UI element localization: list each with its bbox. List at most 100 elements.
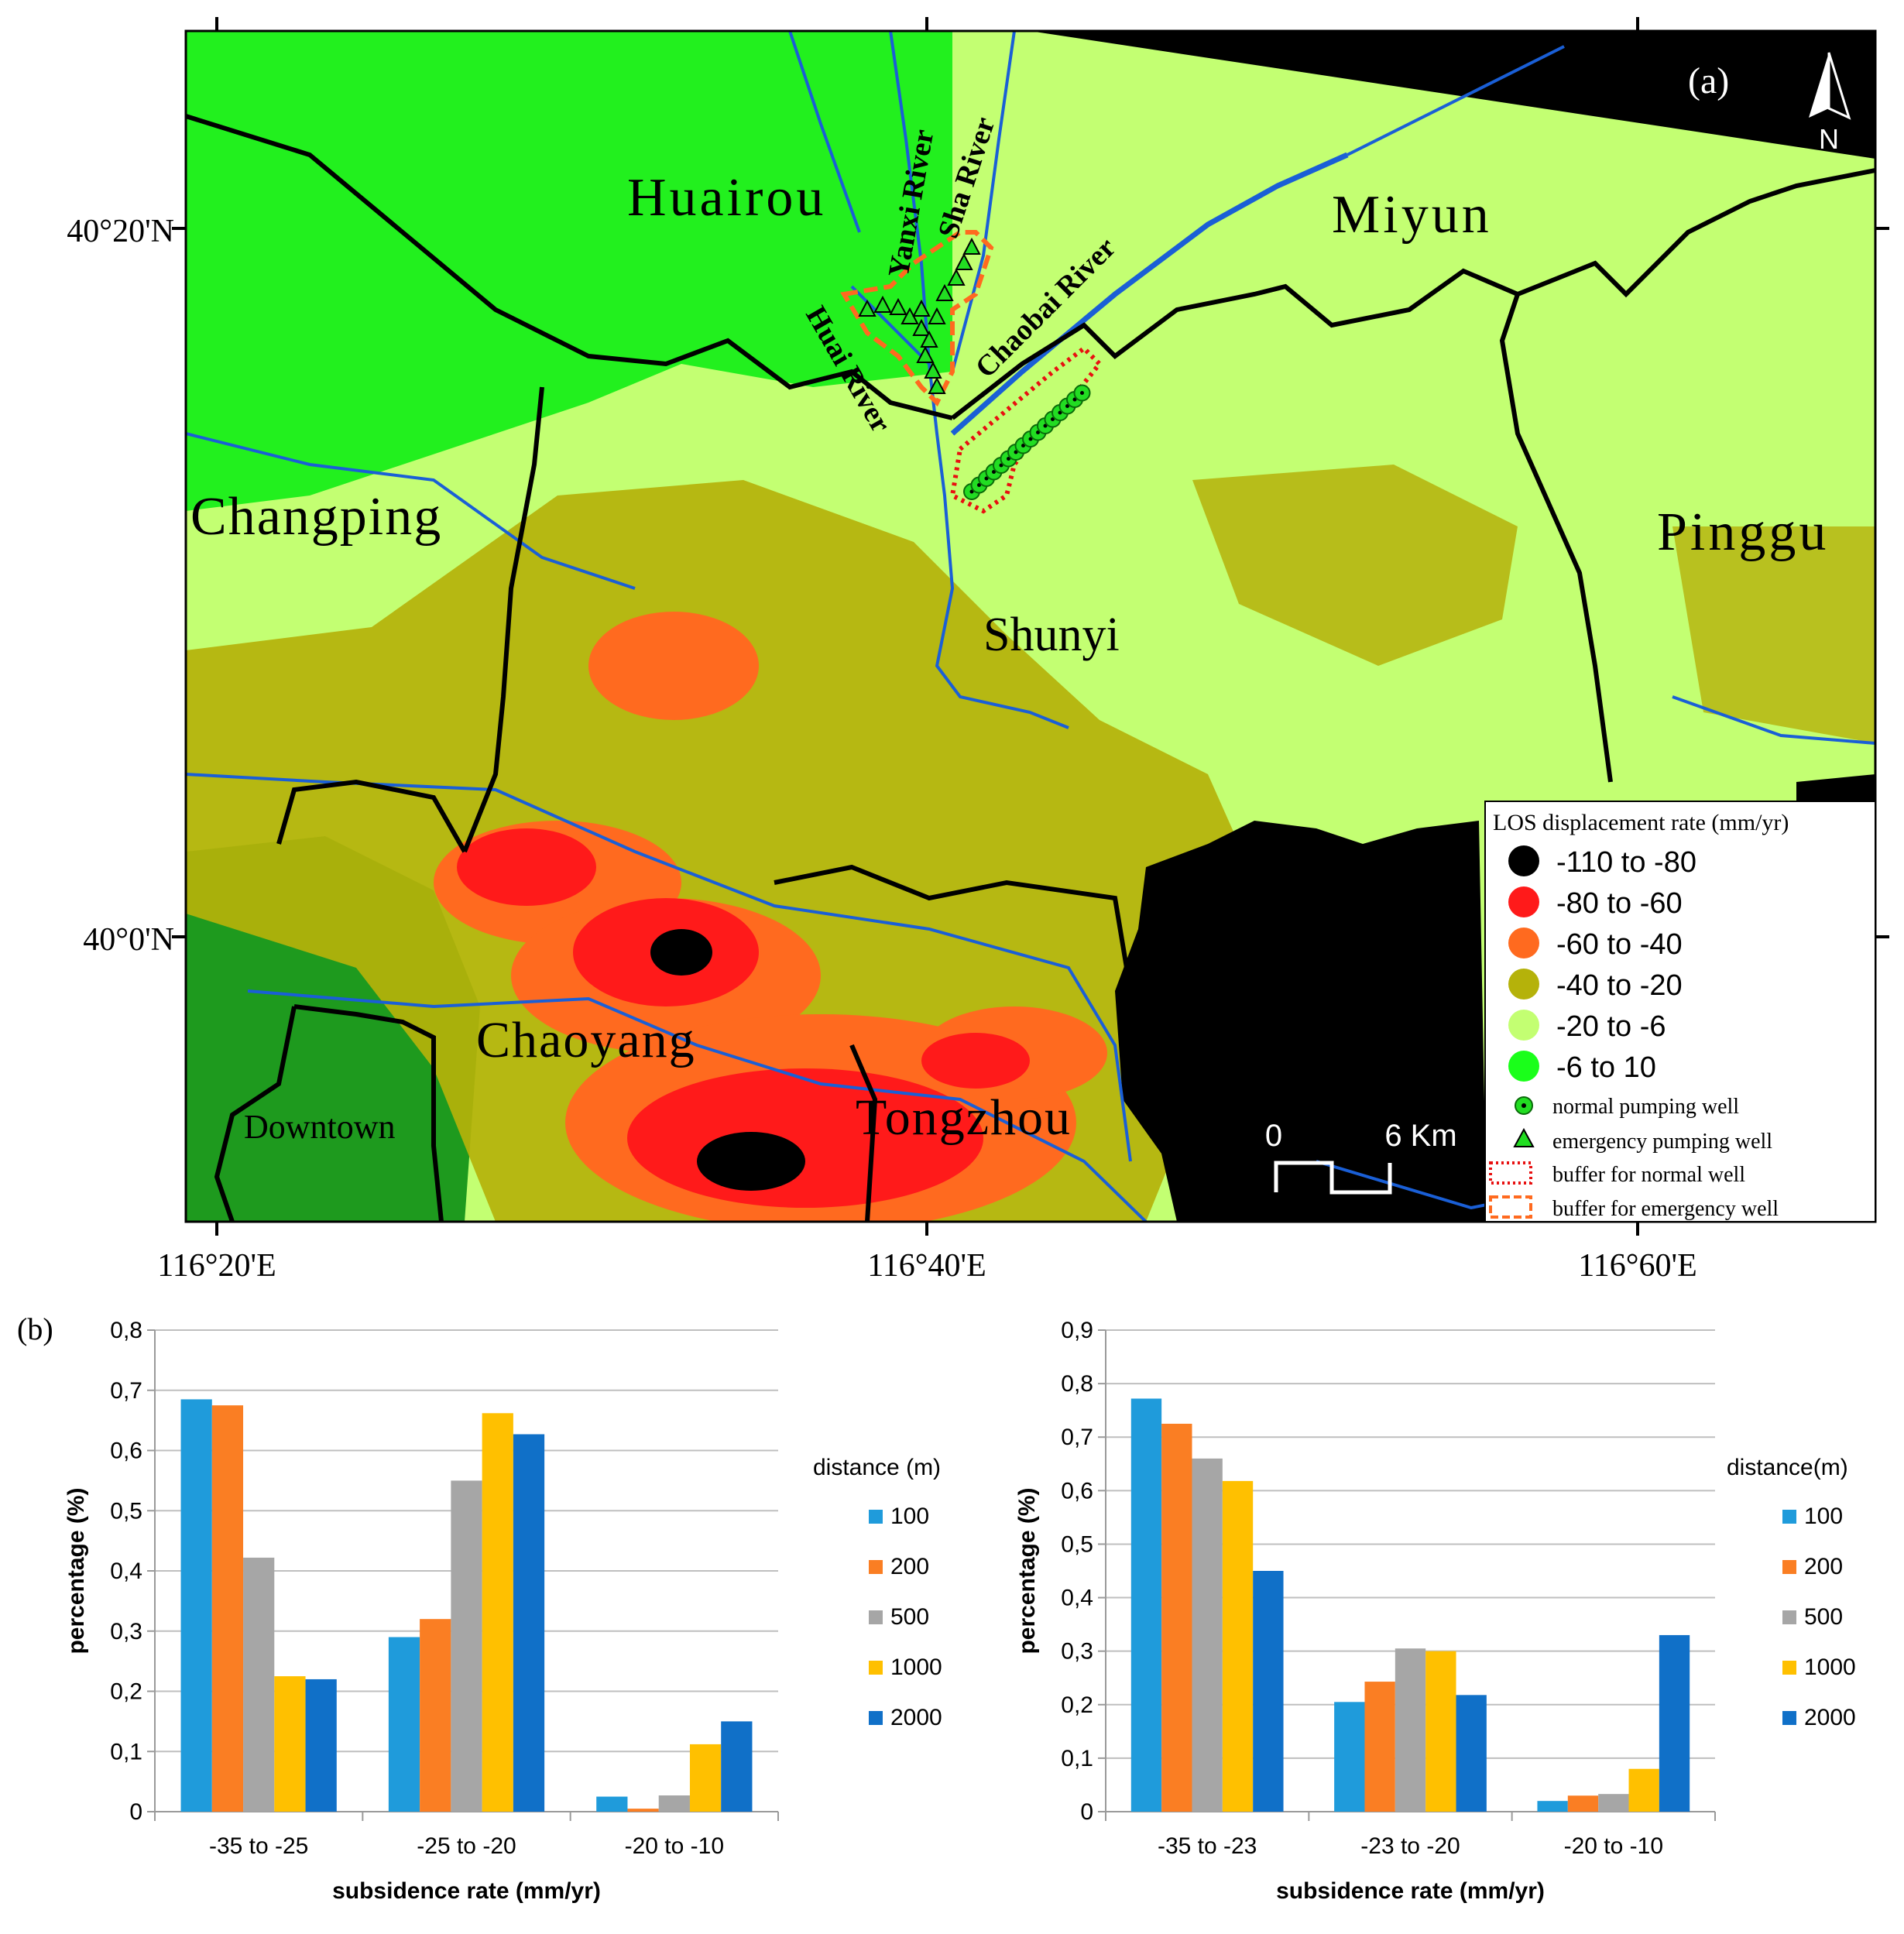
legend-class-label-3: -40 to -20: [1556, 969, 1683, 1002]
bar-200-2: [627, 1809, 659, 1812]
x-axis-label: subsidence rate (mm/yr): [1276, 1878, 1545, 1904]
legend-class-label-0: -110 to -80: [1556, 846, 1696, 879]
y-tick-label: 0,5: [1061, 1531, 1093, 1557]
bar-100-0: [180, 1399, 212, 1812]
y-tick-label: 0,1: [1061, 1746, 1093, 1771]
bar-1000-2: [1628, 1768, 1659, 1812]
river-south-2: [247, 989, 1148, 1222]
legend-swatch-500: [869, 1610, 883, 1624]
legend-symbol-normal-well: normal pumping well: [1552, 1095, 1739, 1119]
y-tick-label: 0,3: [1061, 1639, 1093, 1665]
legend-class-label-2: -60 to -40: [1556, 928, 1683, 961]
legend-symbol-normal-buffer: buffer for normal well: [1552, 1163, 1745, 1187]
zone-black-1: [650, 929, 712, 976]
bar-chart-right: 0 0,1 0,2 0,3 0,4 0,5 0,6 0,7 0,8 0,9 -35 to -23 -2…: [1014, 1318, 1856, 1904]
bar-500-1: [451, 1480, 482, 1812]
y-tick-label: 0,1: [110, 1739, 142, 1764]
boundary-tongzhou: [849, 1044, 878, 1222]
boundary-west: [276, 779, 467, 853]
y-tick-label: 0: [129, 1799, 142, 1825]
x-category-label: -35 to -25: [209, 1833, 308, 1859]
x-category-label: -20 to -10: [625, 1833, 724, 1859]
legend-swatch-4: [1508, 1010, 1539, 1041]
y-tick-label: 0: [1080, 1799, 1093, 1825]
legend-swatch-0: [1508, 845, 1539, 876]
map-ticks: [172, 17, 1889, 1236]
bar-1000-1: [1425, 1651, 1456, 1812]
map-panel: 40°20'N 40°0'N 116°20'E 116°40'E 116°60'…: [67, 17, 1889, 1284]
y-tick-label: 0,2: [110, 1679, 142, 1705]
legend-title: LOS displacement rate (mm/yr): [1493, 810, 1789, 835]
green-triangle-icon: [1513, 1127, 1535, 1147]
legend-swatch-1000: [869, 1661, 883, 1675]
map-frame: [184, 29, 1877, 1223]
district-label-shunyi: Shunyi: [983, 609, 1120, 661]
boundary-changping: [462, 386, 544, 853]
nodata-east-edge: [1796, 774, 1875, 805]
emergency-well-icon: [947, 268, 966, 286]
nodata-northeast: [1030, 31, 1875, 159]
river-south-1: [186, 773, 1132, 1162]
bar-1000-0: [1222, 1480, 1254, 1812]
legend-label-200: 200: [1804, 1554, 1843, 1579]
bar-200-2: [1567, 1795, 1599, 1812]
x-category-label: -35 to -23: [1158, 1833, 1257, 1859]
bar-chart-left: 0 0,1 0,2 0,3 0,4 0,5 0,6 0,7 0,8 -35 to -25 -25 t…: [63, 1318, 942, 1904]
district-boundaries: [186, 114, 1875, 1222]
legend-label-200: 200: [890, 1554, 929, 1579]
legend-swatch-2: [1508, 928, 1539, 958]
legend-label-100: 100: [890, 1504, 929, 1529]
bar-1000-1: [482, 1413, 513, 1812]
river-chaobai: [950, 152, 1349, 436]
boundary-miyun: [951, 168, 1875, 420]
legend-swatch-1000: [1782, 1661, 1796, 1675]
y-tick-label: 0,4: [110, 1559, 142, 1584]
district-label-changping: Changping: [190, 487, 442, 547]
legend-symbols: normal pumping well emergency pumping we…: [1489, 1095, 1779, 1221]
bar-100-2: [1537, 1801, 1568, 1812]
bar-500-2: [1598, 1794, 1629, 1812]
normal-wells: [963, 384, 1091, 500]
y-axis-label: percentage (%): [1014, 1487, 1040, 1654]
legend-swatch-100: [869, 1510, 883, 1524]
panel-a-label: (a): [1688, 60, 1729, 101]
y-tick-label: 0,7: [110, 1378, 142, 1404]
emergency-well-icon: [924, 361, 942, 379]
zone-olive-pinggu: [1672, 526, 1875, 743]
bar-500-2: [658, 1795, 690, 1812]
district-label-downtown: Downtown: [244, 1108, 396, 1146]
emergency-well-icon: [889, 297, 907, 315]
emergency-well-icon: [962, 237, 981, 255]
emergency-well-icon: [928, 376, 946, 394]
bar-100-1: [1334, 1702, 1365, 1812]
map-raster: [186, 31, 1875, 1222]
emergency-well-icon: [912, 318, 931, 336]
legend-label-2000: 2000: [1804, 1705, 1856, 1730]
district-label-tongzhou: Tongzhou: [856, 1089, 1072, 1146]
river-sha: [951, 31, 1016, 372]
legend-symbol-emergency-buffer: buffer for emergency well: [1552, 1197, 1779, 1221]
legend-class-label-5: -6 to 10: [1556, 1051, 1656, 1084]
bar-100-1: [388, 1637, 420, 1812]
bar-500-0: [1192, 1458, 1223, 1812]
emergency-well-icon: [912, 299, 931, 317]
bar-2000-2: [721, 1721, 753, 1812]
y-tick-label: 0,4: [1061, 1586, 1093, 1611]
y-tick-label: 0,8: [1061, 1371, 1093, 1397]
legend-swatch-3: [1508, 969, 1539, 1000]
y-tick-label: 0,3: [110, 1619, 142, 1644]
boundary-chaoyang: [774, 864, 1133, 992]
y-tick-label: 0,9: [1061, 1318, 1093, 1343]
bar-2000-1: [1456, 1695, 1487, 1812]
legend-label-1000: 1000: [1804, 1655, 1856, 1680]
legend-title: distance (m): [813, 1455, 941, 1480]
district-label-huairou: Huairou: [627, 168, 826, 228]
emergency-wells: [858, 237, 981, 394]
x-category-label: -20 to -10: [1564, 1833, 1663, 1859]
zone-olive-east: [1192, 465, 1518, 666]
zone-orange-1: [588, 612, 759, 720]
district-label-pinggu: Pinggu: [1657, 502, 1829, 562]
y-tick-label: 0,6: [1061, 1478, 1093, 1504]
river-east: [1672, 695, 1875, 745]
scale-bar: 0 6 Km: [1265, 1119, 1457, 1195]
